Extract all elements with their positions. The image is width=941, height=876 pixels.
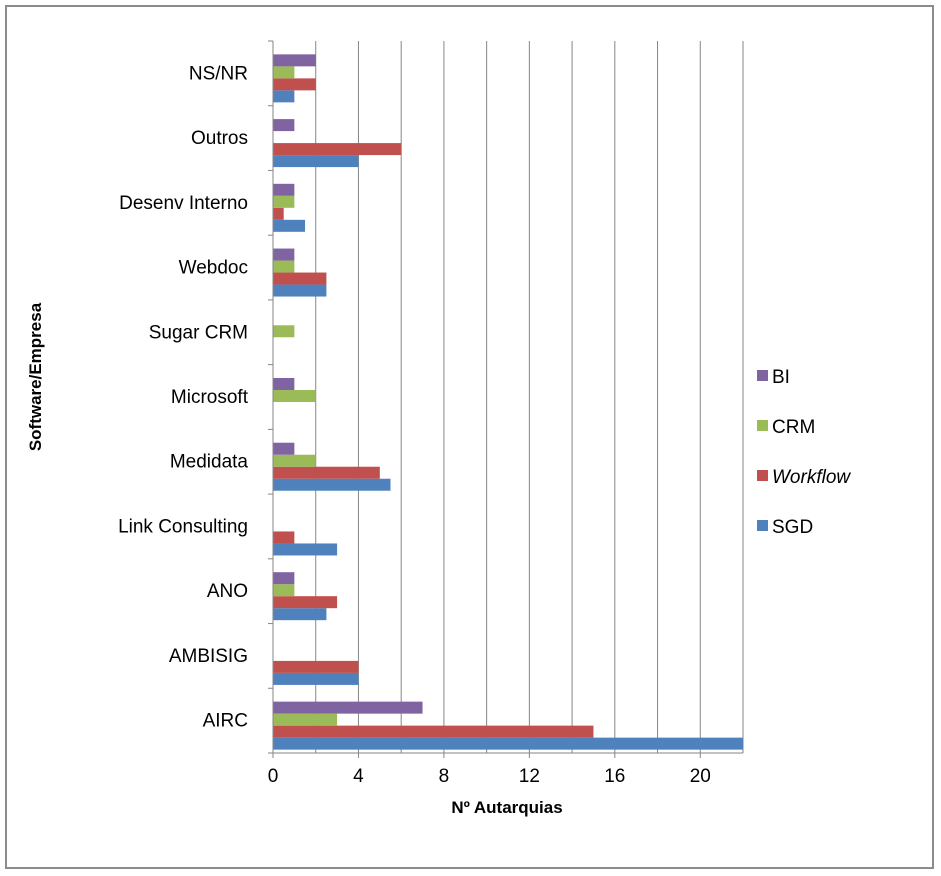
- legend-label-crm: CRM: [772, 417, 815, 438]
- bar-bi-outros: [273, 119, 295, 132]
- bar-sgd-link-consulting: [273, 543, 338, 556]
- x-tick-label: 0: [268, 766, 279, 787]
- legend-label-bi: BI: [772, 367, 790, 388]
- category-label: Medidata: [170, 452, 249, 473]
- bar-crm-desenv-interno: [273, 195, 295, 208]
- category-label: Microsoft: [171, 387, 249, 408]
- x-tick-label: 16: [604, 766, 625, 787]
- x-tick-label: 4: [353, 766, 364, 787]
- legend-label-workflow: Workflow: [772, 467, 851, 488]
- bar-chart: AIRC AMBISIG ANO Link Consulting Medidata Mic…: [26, 40, 851, 817]
- legend-label-sgd: SGD: [772, 517, 813, 538]
- bar-bi-microsoft: [273, 378, 295, 390]
- y-axis-title: Software/Empresa: [26, 302, 45, 451]
- bar-workflow-outros: [273, 143, 402, 156]
- legend-swatch-workflow: [757, 470, 768, 481]
- bar-bi-ano: [273, 572, 295, 585]
- bar-workflow-airc: [273, 725, 594, 738]
- category-label: Webdoc: [179, 258, 248, 279]
- bar-crm-webdoc: [273, 260, 295, 273]
- bar-sgd-medidata: [273, 478, 391, 491]
- bar-sgd-webdoc: [273, 284, 327, 297]
- legend-swatch-bi: [757, 370, 768, 381]
- x-tick-label: 20: [690, 766, 711, 787]
- category-label: Desenv Interno: [119, 193, 248, 214]
- bar-sgd-ambisig: [273, 672, 359, 685]
- x-tick-label: 12: [519, 766, 540, 787]
- x-tick-label: 8: [439, 766, 450, 787]
- bar-workflow-ns-nr: [273, 78, 316, 91]
- bar-crm-ano: [273, 584, 295, 597]
- bar-bi-airc: [273, 701, 423, 714]
- bar-workflow-ano: [273, 596, 338, 609]
- bar-crm-ns-nr: [273, 66, 295, 79]
- bar-bi-desenv-interno: [273, 183, 295, 196]
- category-label: Sugar CRM: [149, 322, 248, 343]
- bar-crm-sugar-crm: [273, 325, 295, 338]
- category-label: NS/NR: [189, 63, 248, 84]
- bar-sgd-ano: [273, 608, 327, 621]
- category-label: ANO: [207, 581, 248, 602]
- legend-swatch-sgd: [757, 520, 768, 531]
- bar-crm-airc: [273, 713, 338, 726]
- bar-bi-medidata: [273, 442, 295, 455]
- bar-sgd-airc: [273, 737, 743, 750]
- bar-sgd-ns-nr: [273, 90, 295, 103]
- bar-sgd-desenv-interno: [273, 219, 306, 232]
- category-label: AIRC: [203, 711, 248, 732]
- bar-bi-webdoc: [273, 248, 295, 261]
- chart-frame: AIRC AMBISIG ANO Link Consulting Medidata Mic…: [5, 5, 934, 869]
- bar-workflow-medidata: [273, 466, 380, 479]
- bar-workflow-ambisig: [273, 660, 359, 673]
- bar-sgd-outros: [273, 155, 359, 168]
- legend-swatch-crm: [757, 420, 768, 431]
- bar-workflow-link-consulting: [273, 531, 295, 544]
- bar-workflow-desenv-interno: [273, 207, 284, 220]
- bar-crm-microsoft: [273, 390, 316, 402]
- category-label: Outros: [191, 128, 248, 149]
- category-label: Link Consulting: [118, 516, 248, 537]
- x-axis-title: Nº Autarquias: [451, 798, 562, 817]
- category-label: AMBISIG: [169, 646, 248, 667]
- bar-crm-medidata: [273, 454, 316, 467]
- bar-bi-ns-nr: [273, 54, 316, 67]
- bar-workflow-webdoc: [273, 272, 327, 285]
